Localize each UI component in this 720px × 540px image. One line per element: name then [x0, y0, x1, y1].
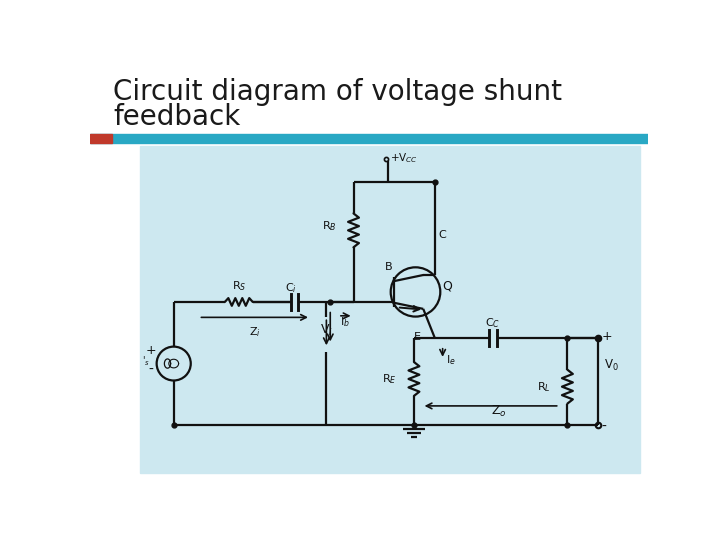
Text: I$_b$: I$_b$	[340, 315, 349, 329]
Text: +V$_{CC}$: +V$_{CC}$	[390, 151, 418, 165]
Text: C$_i$: C$_i$	[284, 281, 297, 295]
Text: R$_S$: R$_S$	[232, 280, 246, 293]
Text: Z$_o$: Z$_o$	[490, 404, 506, 419]
Text: '$_s$: '$_s$	[142, 354, 150, 368]
Text: feedback: feedback	[113, 103, 240, 131]
Bar	[90, 134, 112, 143]
Text: I$_e$: I$_e$	[446, 353, 456, 367]
Text: Q: Q	[442, 279, 451, 292]
Text: Circuit diagram of voltage shunt: Circuit diagram of voltage shunt	[113, 78, 562, 106]
Text: +: +	[601, 330, 612, 343]
Text: B: B	[384, 262, 392, 272]
Text: V$_i$: V$_i$	[320, 323, 333, 339]
Bar	[90, 134, 648, 143]
Text: R$_B$: R$_B$	[322, 220, 336, 233]
Text: V$_0$: V$_0$	[604, 357, 618, 373]
Text: -: -	[148, 363, 153, 377]
Text: +: +	[145, 345, 156, 357]
Bar	[140, 146, 640, 473]
Text: Z$_i$: Z$_i$	[249, 325, 261, 339]
Text: R$_L$: R$_L$	[536, 380, 550, 394]
Text: R$_E$: R$_E$	[382, 372, 397, 386]
Text: -: -	[601, 420, 606, 434]
Text: E: E	[414, 333, 421, 342]
Text: C: C	[438, 231, 446, 240]
Text: C$_C$: C$_C$	[485, 316, 500, 329]
